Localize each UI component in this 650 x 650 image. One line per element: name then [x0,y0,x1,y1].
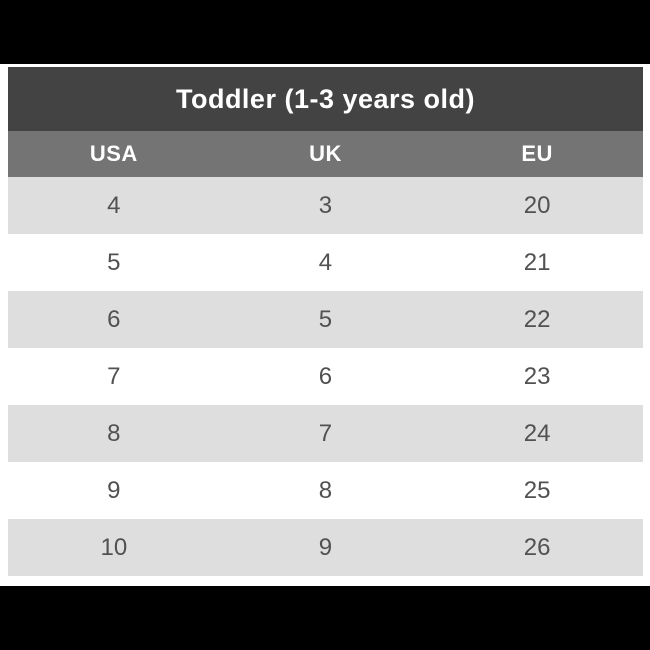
table-row: 7 6 23 [8,348,643,405]
column-header-usa: USA [8,131,220,177]
table-cell: 8 [8,405,220,462]
size-chart-table: USA UK EU 4 3 20 5 4 21 6 5 22 7 6 23 8 7 24 9 8 25 10 9 26 [8,131,643,576]
table-cell: 21 [431,234,643,291]
table-cell: 7 [219,405,432,462]
table-cell: 8 [219,462,432,519]
table-cell: 20 [431,177,643,234]
table-cell: 5 [8,234,220,291]
table-cell: 4 [8,177,220,234]
table-cell: 22 [431,291,643,348]
letterbox-top [0,0,650,64]
column-header-eu: EU [431,131,643,177]
table-title: Toddler (1-3 years old) [8,67,643,131]
table-cell: 9 [8,462,220,519]
table-header: USA UK EU [8,131,643,177]
table-cell: 6 [8,291,220,348]
table-cell: 24 [431,405,643,462]
table-cell: 6 [219,348,432,405]
table-cell: 5 [219,291,432,348]
table-cell: 26 [431,519,643,576]
table-row: 6 5 22 [8,291,643,348]
table-cell: 4 [219,234,432,291]
table-body: 4 3 20 5 4 21 6 5 22 7 6 23 8 7 24 9 8 25 10 9 26 [8,177,643,576]
table-cell: 10 [8,519,220,576]
table-cell: 7 [8,348,220,405]
letterbox-bottom [0,586,650,650]
table-row: 9 8 25 [8,462,643,519]
table-row: 8 7 24 [8,405,643,462]
table-cell: 23 [431,348,643,405]
header-row: USA UK EU [8,131,643,177]
table-cell: 25 [431,462,643,519]
table-row: 5 4 21 [8,234,643,291]
column-header-uk: UK [219,131,432,177]
table-cell: 3 [219,177,432,234]
size-chart-card: Toddler (1-3 years old) USA UK EU 4 3 20 5 4… [8,67,643,576]
table-row: 4 3 20 [8,177,643,234]
table-cell: 9 [219,519,432,576]
table-row: 10 9 26 [8,519,643,576]
